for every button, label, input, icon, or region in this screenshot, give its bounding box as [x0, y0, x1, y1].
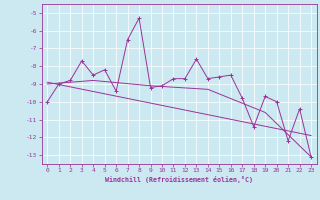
X-axis label: Windchill (Refroidissement éolien,°C): Windchill (Refroidissement éolien,°C) — [105, 176, 253, 183]
